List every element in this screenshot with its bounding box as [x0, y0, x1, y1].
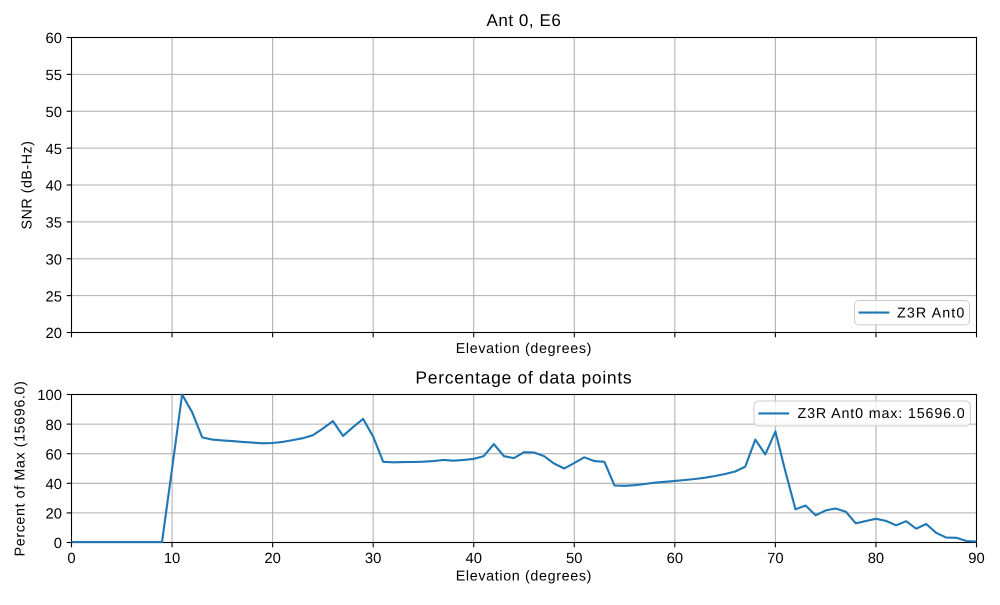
svg-text:Percentage of data points: Percentage of data points: [415, 368, 632, 388]
svg-text:60: 60: [667, 551, 683, 567]
svg-text:0: 0: [67, 551, 75, 567]
svg-text:Elevation (degrees): Elevation (degrees): [456, 569, 592, 585]
svg-text:50: 50: [46, 105, 62, 121]
svg-text:10: 10: [164, 551, 180, 567]
svg-text:30: 30: [46, 252, 62, 268]
svg-text:90: 90: [968, 551, 984, 567]
svg-text:Z3R Ant0 max: 15696.0: Z3R Ant0 max: 15696.0: [798, 406, 966, 422]
svg-text:Z3R Ant0: Z3R Ant0: [897, 306, 965, 322]
svg-text:60: 60: [46, 31, 62, 47]
svg-text:Ant 0, E6: Ant 0, E6: [486, 11, 561, 30]
svg-text:60: 60: [46, 447, 62, 463]
svg-text:80: 80: [868, 551, 884, 567]
svg-text:20: 20: [46, 507, 62, 523]
svg-text:Percent of Max (15696.0): Percent of Max (15696.0): [13, 381, 29, 557]
svg-text:0: 0: [54, 536, 62, 552]
svg-text:SNR (dB-Hz): SNR (dB-Hz): [20, 141, 36, 230]
svg-text:100: 100: [37, 388, 62, 404]
svg-text:80: 80: [46, 418, 62, 434]
svg-text:20: 20: [46, 326, 62, 342]
svg-text:55: 55: [46, 68, 62, 84]
svg-text:45: 45: [46, 142, 62, 158]
svg-text:35: 35: [46, 216, 62, 232]
svg-text:25: 25: [46, 289, 62, 305]
svg-text:Elevation (degrees): Elevation (degrees): [456, 341, 592, 357]
svg-text:70: 70: [767, 551, 783, 567]
svg-text:30: 30: [365, 551, 381, 567]
svg-text:40: 40: [465, 551, 481, 567]
svg-text:40: 40: [46, 477, 62, 493]
svg-text:50: 50: [566, 551, 582, 567]
svg-text:20: 20: [264, 551, 280, 567]
svg-text:40: 40: [46, 179, 62, 195]
